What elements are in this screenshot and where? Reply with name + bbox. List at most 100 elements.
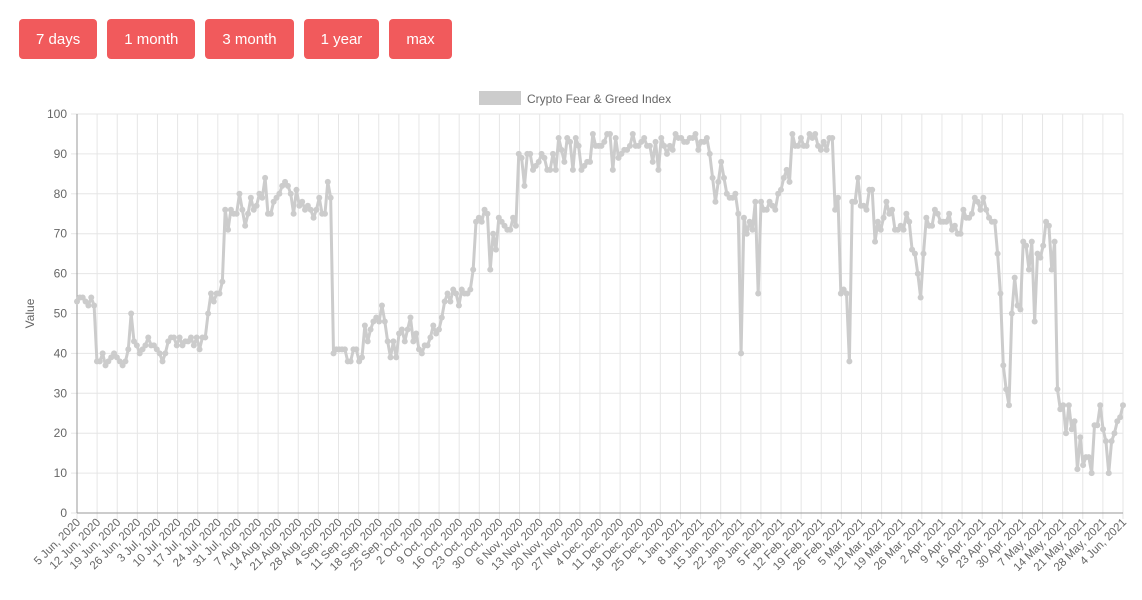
data-point[interactable] [1074, 466, 1081, 473]
data-point[interactable] [763, 206, 770, 213]
data-point[interactable] [777, 186, 784, 193]
data-point[interactable] [732, 190, 739, 197]
data-point[interactable] [1102, 438, 1109, 445]
data-point[interactable] [712, 198, 719, 205]
data-point[interactable] [758, 198, 765, 205]
data-point[interactable] [863, 206, 870, 213]
data-point[interactable] [914, 270, 921, 277]
data-point[interactable] [170, 334, 177, 341]
data-point[interactable] [780, 174, 787, 181]
data-point[interactable] [1080, 462, 1087, 469]
data-point[interactable] [321, 210, 328, 217]
data-point[interactable] [889, 206, 896, 213]
range-7-days-button[interactable]: 7 days [19, 19, 98, 59]
data-point[interactable] [359, 354, 366, 361]
data-point[interactable] [467, 286, 474, 293]
data-point[interactable] [820, 138, 827, 145]
data-point[interactable] [347, 358, 354, 365]
data-point[interactable] [205, 310, 212, 317]
data-point[interactable] [735, 210, 742, 217]
data-point[interactable] [1117, 414, 1124, 421]
data-point[interactable] [267, 210, 274, 217]
data-point[interactable] [245, 210, 252, 217]
data-point[interactable] [906, 218, 913, 225]
data-point[interactable] [381, 318, 388, 325]
data-point[interactable] [1023, 242, 1030, 249]
data-point[interactable] [923, 214, 930, 221]
data-point[interactable] [900, 226, 907, 233]
data-point[interactable] [803, 142, 810, 149]
data-point[interactable] [1108, 438, 1115, 445]
range-1-year-button[interactable]: 1 year [303, 19, 380, 59]
data-point[interactable] [549, 150, 556, 157]
data-point[interactable] [943, 218, 950, 225]
data-point[interactable] [418, 350, 425, 357]
data-point[interactable] [1085, 454, 1092, 461]
data-point[interactable] [829, 134, 836, 141]
data-point[interactable] [929, 222, 936, 229]
data-point[interactable] [641, 134, 648, 141]
data-point[interactable] [1077, 434, 1084, 441]
data-point[interactable] [327, 194, 334, 201]
data-point[interactable] [1060, 402, 1067, 409]
data-point[interactable] [490, 230, 497, 237]
data-point[interactable] [364, 338, 371, 345]
data-point[interactable] [957, 230, 964, 237]
data-point[interactable] [404, 326, 411, 333]
data-point[interactable] [709, 174, 716, 181]
data-point[interactable] [1037, 254, 1044, 261]
data-point[interactable] [507, 226, 514, 233]
data-point[interactable] [85, 302, 92, 309]
data-point[interactable] [658, 134, 665, 141]
data-point[interactable] [715, 178, 722, 185]
data-point[interactable] [393, 354, 400, 361]
data-point[interactable] [407, 314, 414, 321]
data-point[interactable] [555, 134, 562, 141]
data-point[interactable] [797, 134, 804, 141]
data-point[interactable] [1000, 362, 1007, 369]
data-point[interactable] [874, 218, 881, 225]
data-point[interactable] [1100, 426, 1107, 433]
data-point[interactable] [219, 278, 226, 285]
data-point[interactable] [216, 290, 223, 297]
data-point[interactable] [453, 290, 460, 297]
data-point[interactable] [880, 214, 887, 221]
data-point[interactable] [655, 166, 662, 173]
data-point[interactable] [740, 214, 747, 221]
data-point[interactable] [398, 326, 405, 333]
data-point[interactable] [173, 342, 180, 349]
data-point[interactable] [983, 206, 990, 213]
data-point[interactable] [1017, 306, 1024, 313]
data-point[interactable] [390, 338, 397, 345]
data-point[interactable] [561, 158, 568, 165]
data-point[interactable] [193, 334, 200, 341]
data-point[interactable] [284, 182, 291, 189]
data-point[interactable] [817, 146, 824, 153]
data-point[interactable] [1008, 310, 1015, 317]
data-point[interactable] [188, 334, 195, 341]
data-point[interactable] [1005, 402, 1012, 409]
data-point[interactable] [125, 346, 132, 353]
data-point[interactable] [903, 210, 910, 217]
range-3-month-button[interactable]: 3 month [205, 19, 294, 59]
data-point[interactable] [299, 198, 306, 205]
data-point[interactable] [980, 194, 987, 201]
data-point[interactable] [569, 166, 576, 173]
data-point[interactable] [572, 134, 579, 141]
data-point[interactable] [869, 186, 876, 193]
data-point[interactable] [718, 158, 725, 165]
data-point[interactable] [225, 226, 232, 233]
data-point[interactable] [692, 130, 699, 137]
data-point[interactable] [823, 146, 830, 153]
data-point[interactable] [156, 350, 163, 357]
data-point[interactable] [846, 358, 853, 365]
data-point[interactable] [994, 250, 1001, 257]
data-point[interactable] [293, 186, 300, 193]
data-point[interactable] [977, 206, 984, 213]
data-point[interactable] [438, 314, 445, 321]
data-point[interactable] [1045, 222, 1052, 229]
data-point[interactable] [207, 290, 214, 297]
data-point[interactable] [324, 178, 331, 185]
data-point[interactable] [1068, 426, 1075, 433]
data-point[interactable] [832, 206, 839, 213]
